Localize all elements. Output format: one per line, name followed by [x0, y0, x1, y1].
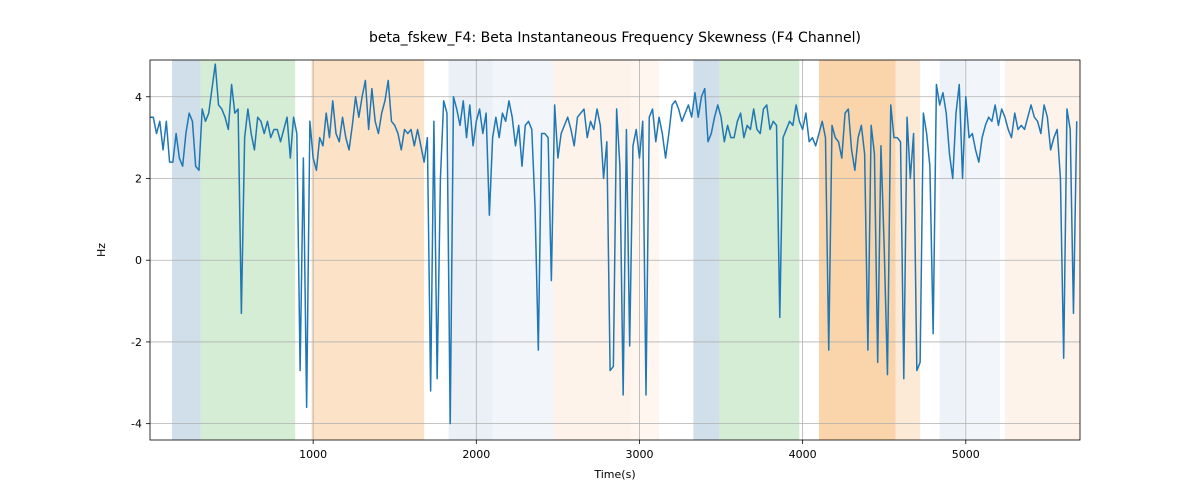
y-tick-label: 4 — [135, 91, 142, 104]
x-tick-label: 1000 — [299, 448, 327, 461]
chart-container: 1000 2000 3000 4000 5000 -4 -2 0 2 4 Time(s) Hz beta… — [0, 0, 1200, 500]
chart-title: beta_fskew_F4: Beta Instantaneous Freque… — [369, 30, 861, 46]
band — [964, 60, 1000, 440]
x-tick-label: 3000 — [625, 448, 653, 461]
x-axis-label: Time(s) — [593, 468, 635, 481]
y-tick-label: 0 — [135, 254, 142, 267]
y-tick-label: -2 — [131, 336, 142, 349]
x-tick-label: 4000 — [789, 448, 817, 461]
y-tick-label: 2 — [135, 172, 142, 185]
y-tick-label: -4 — [131, 418, 142, 431]
band — [201, 60, 296, 440]
band — [553, 60, 631, 440]
line-chart: 1000 2000 3000 4000 5000 -4 -2 0 2 4 Time(s) Hz beta… — [0, 0, 1200, 500]
x-tick-label: 5000 — [952, 448, 980, 461]
band — [896, 60, 920, 440]
y-axis-label: Hz — [95, 243, 108, 257]
band — [719, 60, 799, 440]
x-tick-label: 2000 — [462, 448, 490, 461]
band — [172, 60, 201, 440]
